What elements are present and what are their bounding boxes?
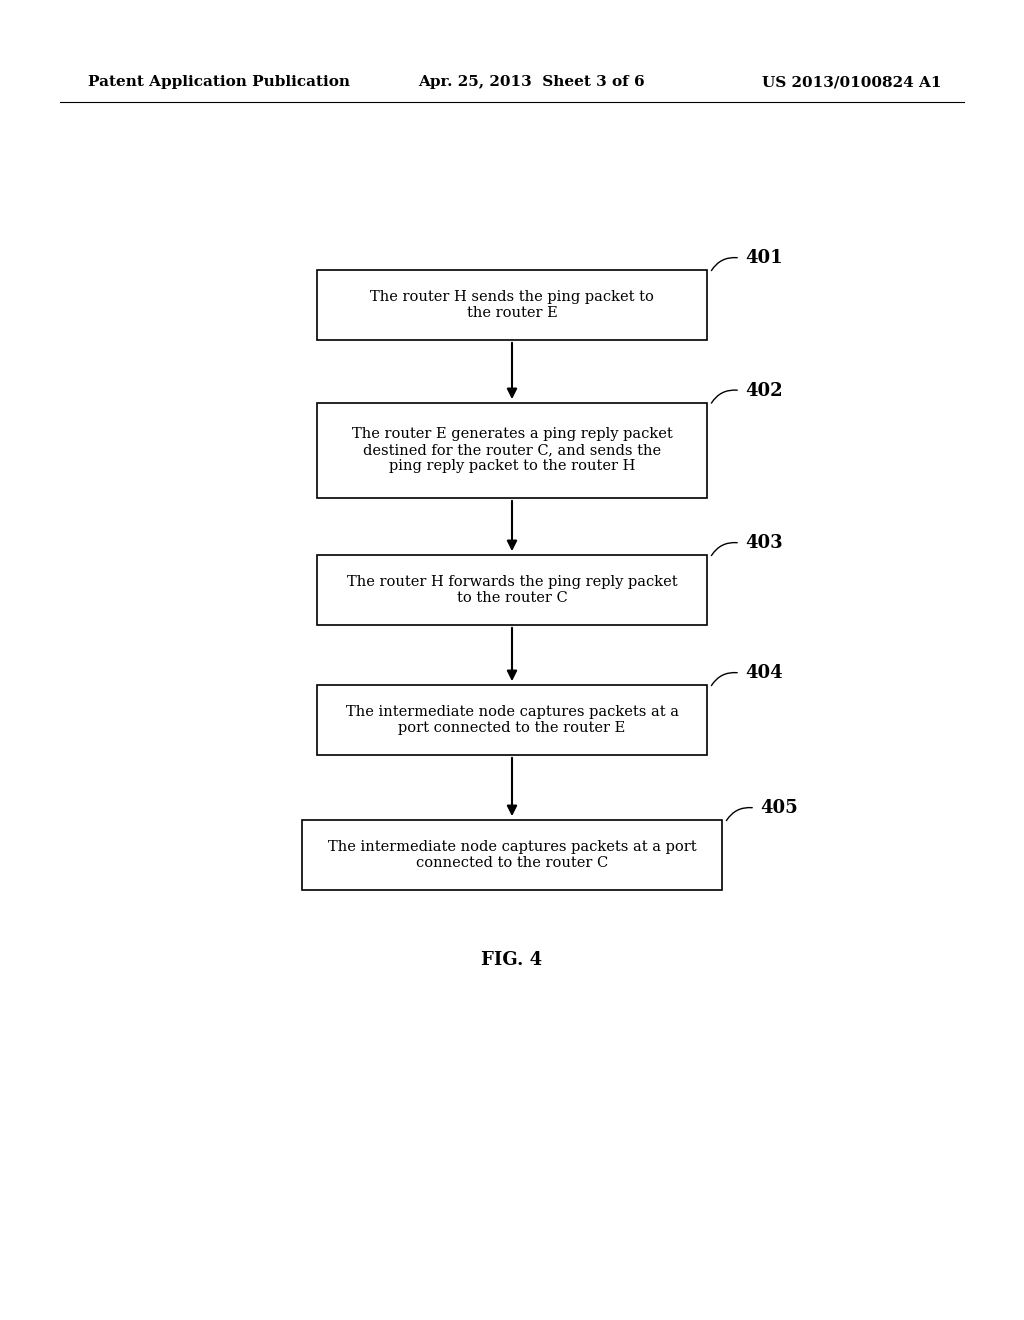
Text: The intermediate node captures packets at a
port connected to the router E: The intermediate node captures packets a… — [345, 705, 679, 735]
Text: Apr. 25, 2013  Sheet 3 of 6: Apr. 25, 2013 Sheet 3 of 6 — [418, 75, 645, 88]
Text: The intermediate node captures packets at a port
connected to the router C: The intermediate node captures packets a… — [328, 840, 696, 870]
Text: The router H forwards the ping reply packet
to the router C: The router H forwards the ping reply pac… — [347, 576, 677, 605]
FancyBboxPatch shape — [317, 554, 707, 624]
Text: US 2013/0100824 A1: US 2013/0100824 A1 — [762, 75, 941, 88]
Text: 402: 402 — [745, 381, 782, 400]
Text: The router E generates a ping reply packet
destined for the router C, and sends : The router E generates a ping reply pack… — [351, 426, 673, 473]
FancyBboxPatch shape — [317, 685, 707, 755]
FancyBboxPatch shape — [317, 271, 707, 341]
Text: 405: 405 — [760, 799, 798, 817]
Text: Patent Application Publication: Patent Application Publication — [88, 75, 350, 88]
Text: 403: 403 — [745, 535, 782, 552]
Text: The router H sends the ping packet to
the router E: The router H sends the ping packet to th… — [370, 290, 654, 321]
Text: 401: 401 — [745, 249, 782, 267]
FancyBboxPatch shape — [317, 403, 707, 498]
Text: 404: 404 — [745, 664, 782, 682]
FancyBboxPatch shape — [302, 820, 722, 890]
Text: FIG. 4: FIG. 4 — [481, 950, 543, 969]
